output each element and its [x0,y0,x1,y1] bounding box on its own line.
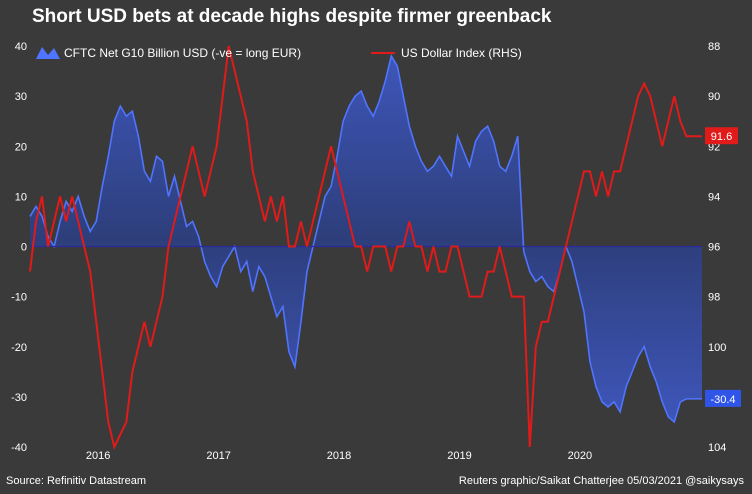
left-axis-tick-label: 40 [15,41,27,53]
right-axis-tick-label: 88 [708,41,720,53]
left-axis-tick-label: -30 [11,392,27,404]
legend-usd-label: US Dollar Index (RHS) [401,46,522,60]
x-axis-tick-label: 2017 [206,450,230,462]
legend-cftc-label: CFTC Net G10 Billion USD (-ve = long EUR… [64,46,301,60]
usd-index-line [29,45,702,450]
source-note: Source: Refinitiv Datastream [6,475,146,487]
left-axis-tick-label: -20 [11,342,27,354]
right-axis-tick-label: 104 [708,442,726,454]
cftc-area-line [29,53,702,424]
x-axis-tick-label: 2018 [327,450,351,462]
cftc-area-fill [30,56,702,422]
left-axis-tick-label: 20 [15,141,27,153]
left-axis-tick-label: -10 [11,292,27,304]
x-axis-tick-label: 2020 [568,450,592,462]
right-axis-tick-label: 96 [708,242,720,254]
credit-note: Reuters graphic/Saikat Chatterjee 05/03/… [458,475,744,487]
right-axis-tick-label: 100 [708,342,726,354]
left-axis-tick-label: 0 [21,242,27,254]
usd-callout-box [705,127,738,145]
x-axis-tick-label: 2019 [447,450,471,462]
left-axis-tick-label: 30 [15,91,27,103]
usd-callout-label: 91.6 [711,131,732,143]
x-axis-tick-label: 2016 [86,450,110,462]
legend-cftc-swatch [36,47,60,59]
right-axis-tick-label: 98 [708,292,720,304]
right-axis-tick-label: 94 [708,191,720,203]
cftc-callout-box [705,389,741,407]
right-axis-tick-label: 90 [708,91,720,103]
left-axis-tick-label: 10 [15,191,27,203]
right-axis-tick-label: 92 [708,141,720,153]
cftc-callout-label: -30.4 [710,394,735,406]
chart-title: Short USD bets at decade highs despite f… [32,6,552,27]
left-axis-tick-label: -40 [11,442,27,454]
